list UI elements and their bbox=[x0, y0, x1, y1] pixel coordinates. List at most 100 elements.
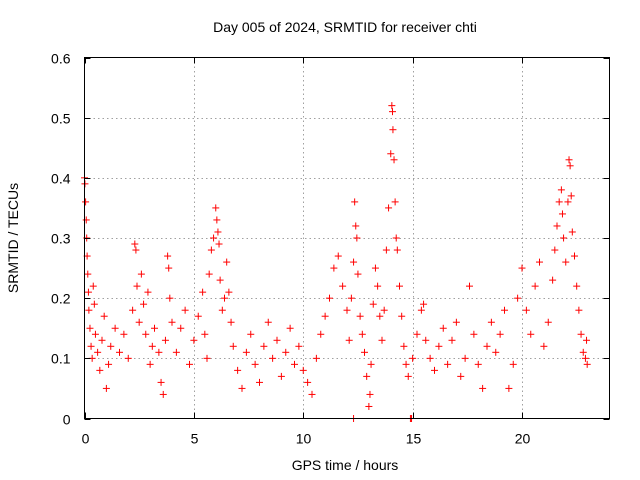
data-point bbox=[505, 384, 513, 392]
data-point bbox=[461, 354, 469, 362]
data-point bbox=[365, 402, 373, 410]
data-point bbox=[389, 108, 396, 116]
data-point bbox=[312, 354, 320, 362]
data-point bbox=[140, 300, 148, 308]
data-point bbox=[457, 372, 465, 380]
data-point bbox=[299, 366, 307, 374]
data-point bbox=[361, 348, 368, 356]
data-point bbox=[356, 312, 364, 320]
data-point bbox=[400, 342, 408, 350]
data-point bbox=[402, 360, 410, 368]
data-point bbox=[102, 384, 110, 392]
data-point bbox=[417, 306, 425, 314]
data-point bbox=[82, 216, 90, 224]
data-point bbox=[353, 234, 361, 242]
data-point bbox=[369, 300, 377, 308]
y-tick-label: 0.4 bbox=[51, 171, 71, 187]
data-point bbox=[492, 348, 500, 356]
data-point bbox=[308, 390, 316, 398]
data-point bbox=[431, 366, 438, 374]
data-point bbox=[350, 258, 358, 266]
data-point bbox=[133, 282, 141, 290]
data-point bbox=[207, 246, 215, 254]
data-point bbox=[91, 330, 99, 338]
data-point bbox=[148, 342, 156, 350]
data-point bbox=[366, 390, 374, 398]
data-point bbox=[304, 378, 312, 386]
data-point bbox=[146, 360, 154, 368]
data-point bbox=[557, 186, 565, 194]
data-point bbox=[553, 222, 561, 230]
data-point bbox=[282, 348, 290, 356]
data-point bbox=[551, 246, 559, 254]
data-point bbox=[522, 306, 530, 314]
data-point bbox=[568, 228, 576, 236]
data-point bbox=[168, 318, 176, 326]
data-point bbox=[388, 102, 396, 110]
data-point bbox=[385, 204, 393, 212]
data-point bbox=[135, 318, 143, 326]
data-point bbox=[393, 246, 401, 254]
data-point bbox=[334, 252, 342, 260]
data-point bbox=[396, 282, 403, 290]
y-tick-label: 0.3 bbox=[51, 231, 71, 247]
data-point bbox=[422, 336, 430, 344]
data-point bbox=[84, 270, 92, 278]
data-point bbox=[567, 192, 575, 200]
data-point bbox=[107, 342, 115, 350]
data-point bbox=[367, 360, 375, 368]
data-point bbox=[339, 282, 347, 290]
data-point bbox=[116, 348, 123, 356]
data-point bbox=[317, 330, 325, 338]
data-point bbox=[487, 318, 495, 326]
data-point bbox=[376, 312, 384, 320]
data-point bbox=[392, 234, 400, 242]
data-point bbox=[124, 354, 132, 362]
x-tick-labels: 0 5 10 15 20 bbox=[82, 431, 531, 447]
data-point bbox=[234, 366, 242, 374]
data-point bbox=[549, 276, 557, 284]
data-point bbox=[448, 336, 456, 344]
data-point bbox=[131, 240, 139, 248]
data-point bbox=[479, 384, 487, 392]
data-point bbox=[391, 198, 399, 206]
data-point bbox=[214, 228, 222, 236]
plot-frame bbox=[84, 57, 610, 419]
data-point bbox=[565, 156, 573, 164]
data-point bbox=[157, 378, 165, 386]
y-axis-label: SRMTID / TECUs bbox=[5, 183, 21, 293]
data-point bbox=[544, 318, 552, 326]
data-point bbox=[291, 360, 298, 368]
data-point bbox=[166, 294, 174, 302]
data-point bbox=[531, 282, 539, 290]
data-point bbox=[89, 282, 97, 290]
chart-title: Day 005 of 2024, SRMTID for receiver cht… bbox=[213, 19, 477, 35]
data-point bbox=[426, 354, 434, 362]
data-point bbox=[555, 198, 563, 206]
data-point bbox=[378, 336, 386, 344]
data-point bbox=[223, 258, 231, 266]
y-tick-labels: 0 0.1 0.2 0.3 0.4 0.5 0.6 bbox=[51, 51, 71, 428]
data-point bbox=[560, 234, 568, 242]
data-point bbox=[212, 204, 220, 212]
data-point bbox=[330, 264, 338, 272]
data-point bbox=[286, 324, 294, 332]
data-point bbox=[205, 270, 213, 278]
data-point bbox=[251, 360, 259, 368]
data-point bbox=[273, 336, 281, 344]
data-point bbox=[242, 348, 250, 356]
data-point bbox=[111, 324, 119, 332]
data-point bbox=[85, 306, 93, 314]
data-point bbox=[583, 336, 591, 344]
data-point bbox=[501, 306, 508, 314]
data-point bbox=[264, 318, 272, 326]
data-point bbox=[227, 318, 235, 326]
data-point bbox=[374, 282, 382, 290]
data-point bbox=[201, 330, 209, 338]
x-tick-label: 20 bbox=[515, 431, 531, 447]
x-tick-label: 15 bbox=[406, 431, 422, 447]
data-point bbox=[256, 378, 263, 386]
grid-lines bbox=[84, 57, 610, 419]
data-point bbox=[186, 360, 193, 368]
